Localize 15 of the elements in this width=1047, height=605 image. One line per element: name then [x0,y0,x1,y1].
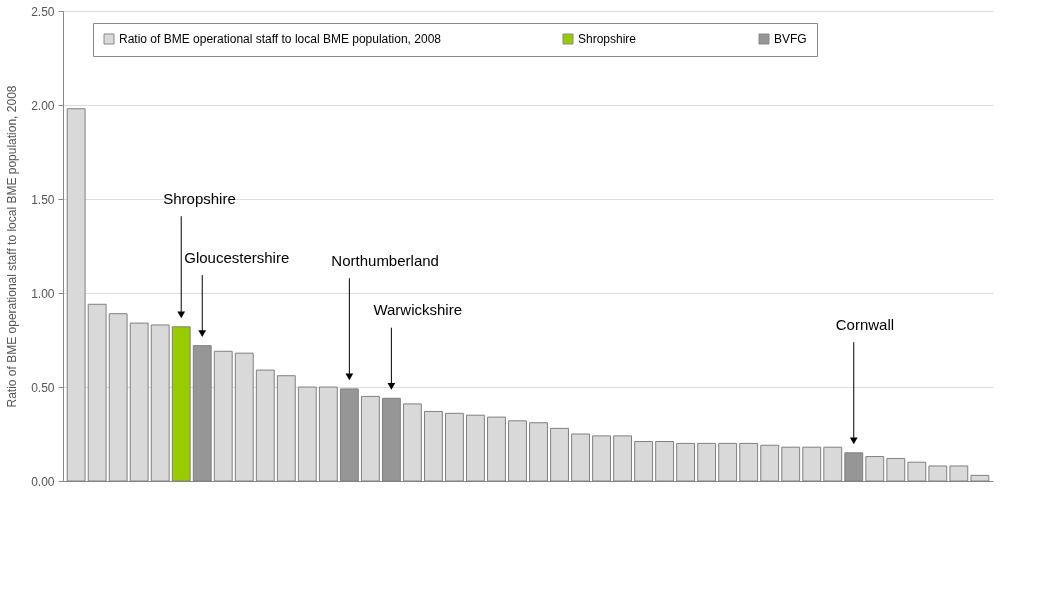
y-axis-title: Ratio of BME operational staff to local BME population, 2008 [5,85,20,408]
legend-label: Ratio of BME operational staff to local BME population, 2008 [119,32,442,46]
y-tick-label: 0.00 [31,474,55,489]
annotation: Gloucestershire [184,248,290,266]
y-tick-label: 2.50 [31,4,55,19]
annotation: Cornwall [835,315,895,333]
annotation: Warwickshire [373,301,463,319]
y-tick-label: 0.50 [31,380,55,395]
annotation: Northumberland [331,251,439,269]
y-tick-label: 1.50 [31,192,55,207]
legend-label: Shropshire [578,32,637,46]
y-tick-label: 2.00 [31,98,55,113]
annotation: Shropshire [163,189,236,207]
legend-label: BVFG [774,32,807,46]
y-tick-label: 1.00 [31,286,55,301]
